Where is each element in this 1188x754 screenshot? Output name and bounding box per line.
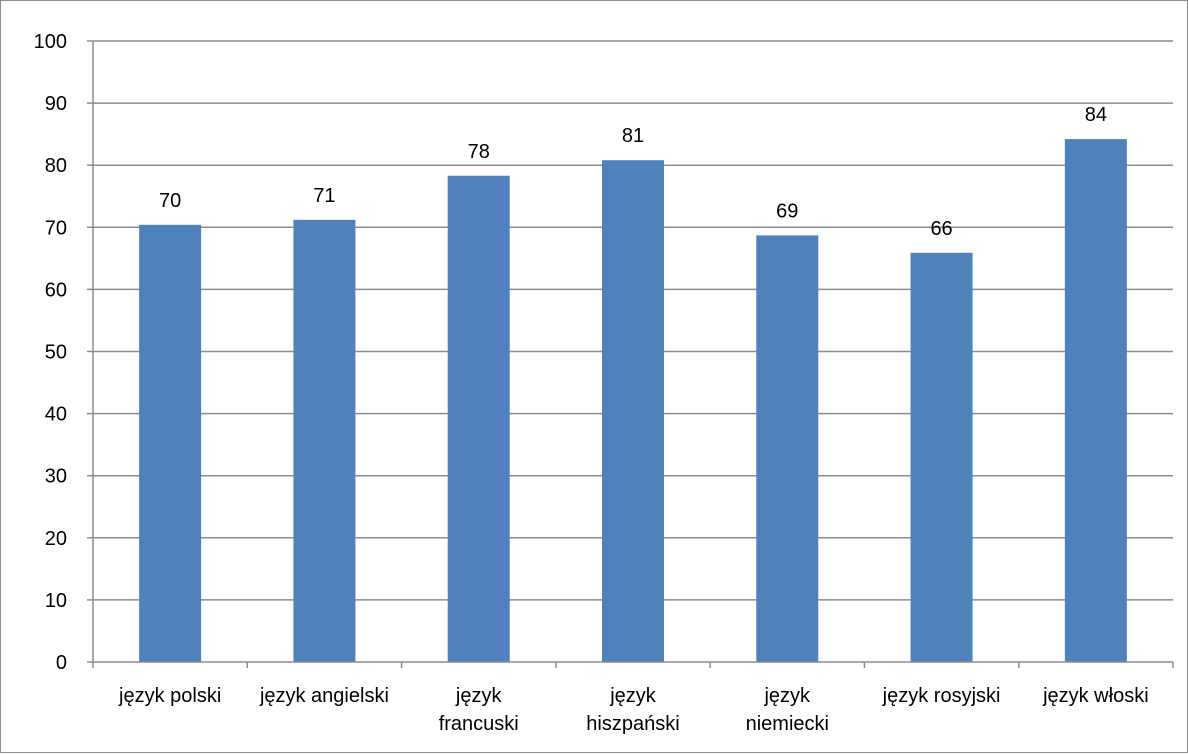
x-category-label-line: francuski <box>439 713 519 735</box>
x-category-label-line: język angielski <box>259 685 389 707</box>
data-label: 69 <box>776 200 798 222</box>
data-label: 71 <box>313 185 335 207</box>
y-tick-label: 20 <box>45 528 67 550</box>
labels: 0 10 20 30 40 50 60 70 80 90 100 70 71 78 81 69 66 84 języ… <box>34 31 1149 735</box>
bars <box>139 139 1127 663</box>
y-tick-label: 30 <box>45 466 67 488</box>
x-category-label: język rosyjski <box>882 685 1001 707</box>
x-category-label: język włoski <box>1042 685 1149 707</box>
x-category-label: język polski <box>118 685 221 707</box>
x-category-label: język angielski <box>259 685 389 707</box>
data-label: 78 <box>468 141 490 163</box>
data-label: 70 <box>159 190 181 212</box>
y-tick-label: 60 <box>45 279 67 301</box>
bar <box>139 224 202 663</box>
x-category-label-line: niemiecki <box>746 713 829 735</box>
bar <box>293 219 356 662</box>
x-category-label-line: język <box>609 685 657 707</box>
x-category-label: język francuski <box>439 685 519 735</box>
y-tick-label: 70 <box>45 217 67 239</box>
y-tick-label: 90 <box>45 93 67 115</box>
y-tick-label: 0 <box>56 652 67 674</box>
axes <box>87 40 1174 668</box>
x-category-label-line: język polski <box>118 685 221 707</box>
bar <box>602 160 664 662</box>
x-category-label-line: język włoski <box>1042 685 1149 707</box>
bar <box>756 235 819 663</box>
data-label: 66 <box>930 218 952 240</box>
x-category-label-line: język <box>455 685 503 707</box>
data-label: 84 <box>1085 104 1107 126</box>
x-category-label: język hiszpański <box>586 685 679 735</box>
y-tick-label: 80 <box>45 155 67 177</box>
bar <box>1064 139 1127 663</box>
x-category-label: język niemiecki <box>746 685 829 735</box>
y-tick-label: 10 <box>45 590 67 612</box>
y-tick-label: 50 <box>45 342 67 364</box>
x-category-label-line: język rosyjski <box>882 685 1001 707</box>
y-tick-label: 40 <box>45 404 67 426</box>
data-label: 81 <box>622 125 644 147</box>
bar <box>447 175 510 662</box>
y-tick-label: 100 <box>34 31 67 53</box>
bar <box>910 252 973 663</box>
x-category-label-line: język <box>763 685 811 707</box>
x-category-label-line: hiszpański <box>586 713 679 735</box>
